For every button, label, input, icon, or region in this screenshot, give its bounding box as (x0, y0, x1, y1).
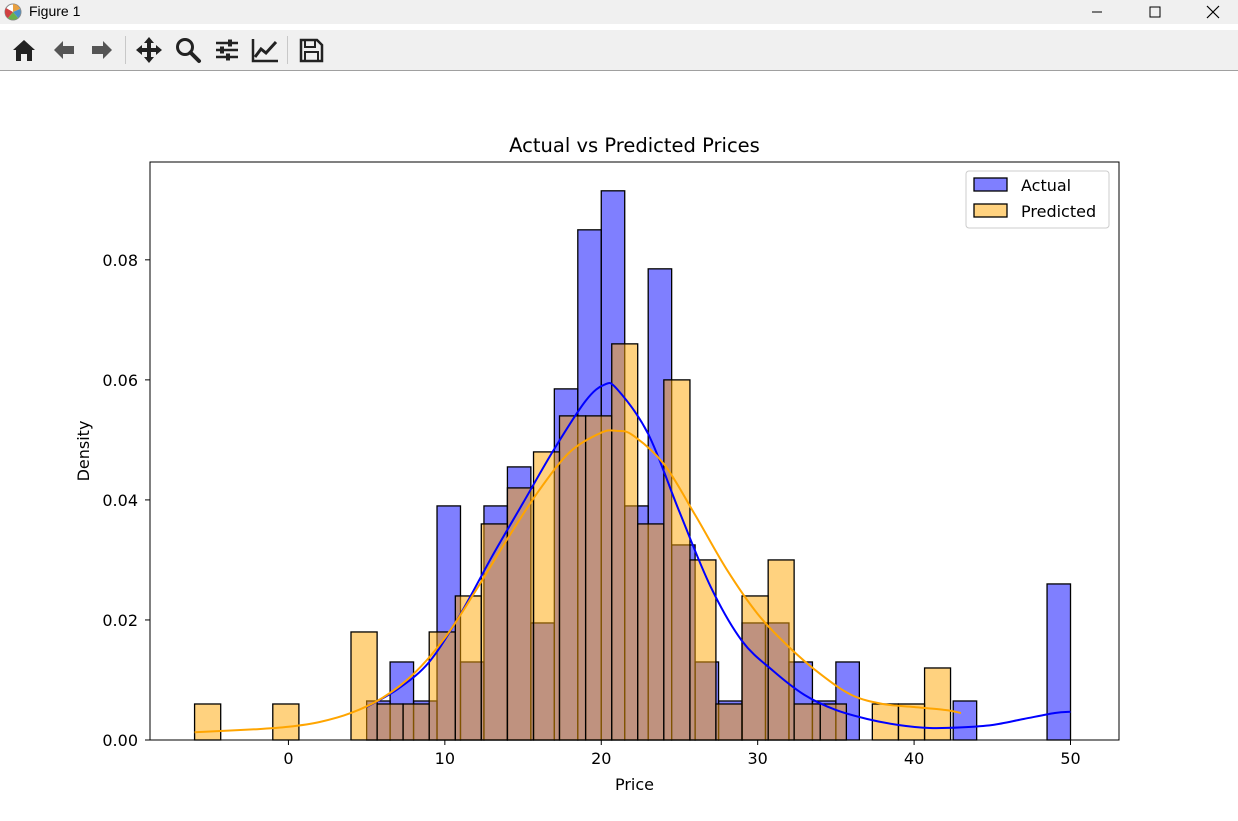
toolbar-separator (125, 36, 126, 64)
y-tick-label: 0.00 (102, 731, 138, 750)
maximize-button[interactable] (1126, 0, 1184, 24)
chart-title: Actual vs Predicted Prices (509, 134, 760, 157)
x-axis-ticks: 0 10 20 30 40 50 (283, 740, 1081, 768)
configure-subplots-button[interactable] (211, 34, 243, 66)
predicted-bar (637, 523, 665, 741)
x-tick-label: 30 (747, 749, 767, 768)
y-tick-label: 0.06 (102, 371, 138, 390)
pan-icon (136, 37, 162, 63)
legend-label: Predicted (1021, 202, 1096, 221)
predicted-bar (584, 415, 613, 741)
predicted-bar (793, 703, 821, 741)
predicted-bar (428, 631, 456, 741)
y-tick-label: 0.08 (102, 251, 138, 270)
predicted-bar (558, 415, 587, 741)
back-arrow-icon (54, 41, 74, 59)
minimize-icon (1092, 11, 1102, 13)
figure-canvas[interactable]: 0 10 20 30 40 50 0.00 0.02 0.04 0.06 0.08 Actual … (0, 71, 1238, 817)
pan-button[interactable] (133, 34, 165, 66)
predicted-bar (611, 343, 639, 741)
toolbar-separator (287, 36, 288, 64)
zoom-icon (176, 38, 201, 63)
save-icon (299, 38, 324, 63)
configure-subplots-icon (216, 39, 238, 61)
home-icon (13, 40, 35, 61)
window-title: Figure 1 (29, 3, 81, 19)
save-button[interactable] (295, 34, 327, 66)
x-axis-label: Price (615, 775, 654, 794)
predicted-bar (506, 487, 535, 741)
close-button[interactable] (1184, 0, 1238, 24)
predicted-bar (350, 631, 378, 741)
forward-button[interactable] (86, 34, 118, 66)
predicted-bar (402, 703, 430, 741)
predicted-bar (715, 703, 743, 741)
actual-kde-line (366, 381, 1071, 730)
forward-arrow-icon (92, 41, 112, 59)
predicted-bar (532, 451, 561, 741)
y-tick-label: 0.02 (102, 611, 138, 630)
back-button[interactable] (48, 34, 80, 66)
axes-frame (149, 161, 1120, 741)
edit-axis-button[interactable] (249, 34, 281, 66)
home-button[interactable] (8, 34, 40, 66)
legend-swatch-predicted (973, 203, 1008, 218)
minimize-button[interactable] (1068, 0, 1126, 24)
legend: Actual Predicted (965, 170, 1110, 229)
maximize-icon (1149, 6, 1161, 18)
legend-label: Actual (1021, 176, 1071, 195)
matplotlib-logo-icon (4, 3, 22, 21)
x-tick-label: 10 (435, 749, 455, 768)
zoom-button[interactable] (172, 34, 204, 66)
y-tick-label: 0.04 (102, 491, 138, 510)
legend-swatch-actual (973, 177, 1008, 192)
predicted-bars (193, 343, 952, 741)
predicted-bar (376, 703, 404, 741)
actual-bar (952, 700, 978, 741)
navigation-toolbar (0, 30, 1238, 71)
predicted-bar (193, 703, 222, 741)
predicted-bar (923, 667, 952, 741)
y-axis-label: Density (74, 421, 93, 482)
predicted-bar (663, 379, 691, 741)
y-axis-ticks: 0.00 0.02 0.04 0.06 0.08 (102, 251, 150, 750)
x-tick-label: 20 (591, 749, 611, 768)
predicted-bar (480, 523, 509, 741)
actual-bar (1046, 583, 1072, 741)
predicted-bar (272, 703, 300, 741)
x-tick-label: 0 (283, 749, 293, 768)
edit-axis-icon (251, 39, 278, 63)
x-tick-label: 40 (904, 749, 924, 768)
predicted-bar (741, 595, 769, 741)
kde-lines (194, 381, 1071, 734)
x-tick-label: 50 (1060, 749, 1080, 768)
predicted-kde-line (194, 429, 962, 734)
predicted-bar (689, 559, 717, 741)
close-icon (1206, 5, 1220, 19)
predicted-bar (897, 703, 926, 741)
predicted-bar (767, 559, 795, 741)
histogram-chart: 0 10 20 30 40 50 0.00 0.02 0.04 0.06 0.08 Actual … (74, 134, 1120, 794)
window-titlebar: Figure 1 (0, 0, 1238, 24)
